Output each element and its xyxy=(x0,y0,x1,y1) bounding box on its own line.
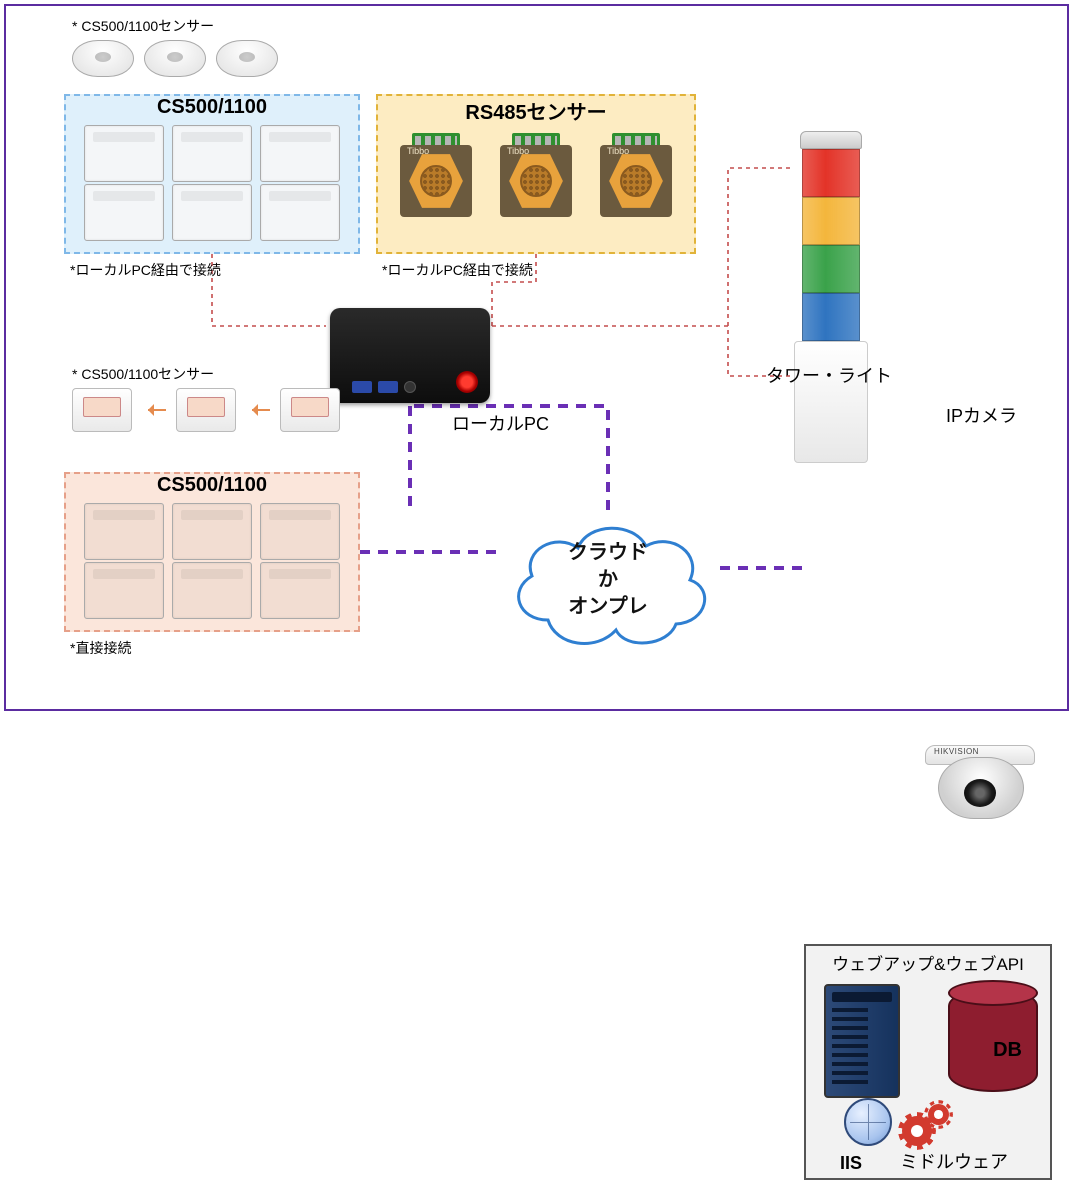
local-pc-label: ローカルPC xyxy=(452,410,549,436)
via-localpc-label-2: *ローカルPC経由で接続 xyxy=(382,260,533,280)
diagram-frame: * CS500/1100センサー CS500/1100 *ローカルPC経由で接続… xyxy=(0,0,1073,715)
web-server-group: ウェブアップ&ウェブAPI DB IIS ミドルウェア xyxy=(804,944,1052,1180)
control-panel-icon xyxy=(84,184,164,241)
ip-camera-label: IPカメラ xyxy=(946,402,1017,428)
group-cs500-blue: CS500/1100 xyxy=(64,94,360,254)
tibbo-label: Tibbo xyxy=(607,146,629,156)
control-panel-icon xyxy=(172,562,252,619)
cs-sensor-mid-label: * CS500/1100センサー xyxy=(72,364,214,384)
usb-port-icon xyxy=(378,381,398,393)
arrow-left-icon xyxy=(246,404,270,416)
control-panel-icon xyxy=(172,125,252,182)
smoke-sensor-icon xyxy=(144,40,206,77)
tower-light-segment xyxy=(802,245,860,293)
tower-light-segments xyxy=(802,149,860,341)
control-panel-icon xyxy=(260,562,340,619)
ip-camera-icon: HIKVISION xyxy=(920,745,1040,820)
tower-light-label: タワー・ライト xyxy=(766,362,892,388)
cam-sensor-row xyxy=(72,388,340,432)
audio-jack-icon xyxy=(404,381,416,393)
usb-port-icon xyxy=(352,381,372,393)
control-panel-icon xyxy=(172,184,252,241)
cloud-node: クラウド か オンプレ xyxy=(498,510,718,650)
local-pc-ports xyxy=(352,381,416,393)
panel-stack-pink xyxy=(66,503,358,619)
iis-globe-icon xyxy=(844,1098,892,1146)
gears-icon xyxy=(898,1104,952,1152)
panel-stack-blue xyxy=(66,125,358,241)
arrow-left-icon xyxy=(142,404,166,416)
connection-line xyxy=(492,326,810,376)
ipcam-brand-label: HIKVISION xyxy=(934,747,979,756)
db-label: DB xyxy=(993,1039,1022,1062)
cloud-line1: クラウド xyxy=(568,542,648,564)
rs485-row: Tibbo Tibbo Tibbo xyxy=(378,131,694,227)
rs485-sensor-icon: Tibbo xyxy=(494,131,578,227)
control-panel-icon xyxy=(260,503,340,560)
cs-sensor-top-label: * CS500/1100センサー xyxy=(72,16,214,36)
control-panel-icon xyxy=(260,184,340,241)
control-panel-icon xyxy=(172,503,252,560)
group-rs485-title: RS485センサー xyxy=(378,96,694,125)
smoke-sensor-row xyxy=(72,40,278,77)
cam-sensor-icon xyxy=(176,388,236,432)
server-tower-icon xyxy=(824,984,900,1098)
tower-light-segment xyxy=(802,197,860,245)
tibbo-label: Tibbo xyxy=(507,146,529,156)
direct-connect-label: *直接接続 xyxy=(70,638,131,658)
control-panel-icon xyxy=(260,125,340,182)
cloud-line3: オンプレ xyxy=(568,596,647,618)
smoke-sensor-icon xyxy=(72,40,134,77)
cam-sensor-icon xyxy=(280,388,340,432)
cam-sensor-icon xyxy=(72,388,132,432)
control-panel-icon xyxy=(84,125,164,182)
cloud-line2: か xyxy=(598,569,618,591)
via-localpc-label-1: *ローカルPC経由で接続 xyxy=(70,260,221,280)
group-cs500-pink: CS500/1100 xyxy=(64,472,360,632)
rs485-sensor-icon: Tibbo xyxy=(594,131,678,227)
tower-light-segment xyxy=(802,293,860,341)
control-panel-icon xyxy=(84,562,164,619)
connection-line xyxy=(728,168,794,326)
connection-line xyxy=(212,254,326,326)
group-cs500-title: CS500/1100 xyxy=(66,96,358,119)
group-rs485: RS485センサー Tibbo Tibbo Tibbo xyxy=(376,94,696,254)
smoke-sensor-icon xyxy=(216,40,278,77)
web-group-title: ウェブアップ&ウェブAPI xyxy=(804,950,1052,975)
tower-light-icon xyxy=(796,131,866,463)
cloud-text: クラウド か オンプレ xyxy=(568,540,648,621)
tower-light-segment xyxy=(802,149,860,197)
group-cs500-title-2: CS500/1100 xyxy=(66,474,358,497)
control-panel-icon xyxy=(84,503,164,560)
rs485-sensor-icon: Tibbo xyxy=(394,131,478,227)
local-pc-icon xyxy=(330,308,490,403)
middleware-label: ミドルウェア xyxy=(900,1148,1008,1174)
tibbo-label: Tibbo xyxy=(407,146,429,156)
iis-label: IIS xyxy=(840,1153,862,1174)
